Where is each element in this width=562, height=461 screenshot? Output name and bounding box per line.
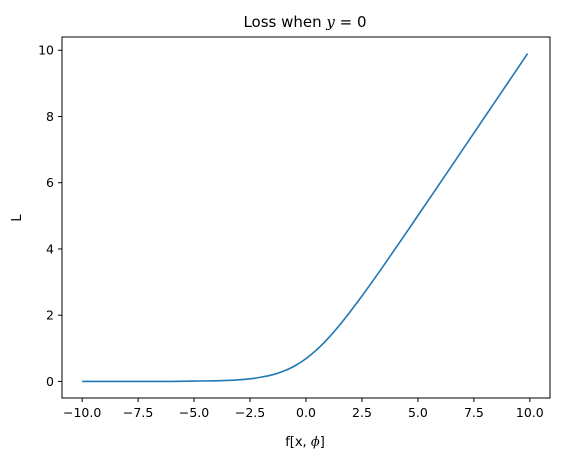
x-tick-label: −7.5 — [123, 405, 153, 420]
series-layer — [82, 53, 529, 383]
x-axis-label: f[x, ϕ] — [285, 435, 325, 450]
chart-title-suffix: = 0 — [335, 13, 367, 31]
x-tick-label: 0.0 — [296, 405, 316, 420]
x-tick-label: 5.0 — [408, 405, 428, 420]
x-tick-label: −2.5 — [235, 405, 265, 420]
x-tick-label: 10.0 — [516, 405, 544, 420]
svg-text:Loss when y = 0: Loss when y = 0 — [243, 13, 366, 31]
y-axis-ticks: 0 2 4 6 8 10 — [38, 43, 62, 389]
plot-area — [61, 36, 551, 399]
chart-title-prefix: Loss when — [243, 13, 326, 31]
x-axis-ticks: −10.0 −7.5 −5.0 −2.5 0.0 2.5 5.0 7.5 10.0 — [63, 398, 544, 420]
x-tick-label: −5.0 — [179, 405, 209, 420]
y-axis-label: L — [10, 214, 25, 222]
y-tick-label: 8 — [46, 109, 54, 124]
y-tick-label: 2 — [46, 308, 54, 323]
y-tick-label: 0 — [46, 374, 54, 389]
chart-title: Loss when y = 0 — [243, 13, 366, 31]
loss-curve-line — [82, 53, 529, 383]
svg-text:f[x, ϕ]: f[x, ϕ] — [285, 435, 325, 450]
x-tick-label: 7.5 — [464, 405, 484, 420]
y-axis-label-text: L — [10, 214, 25, 222]
x-tick-label: −10.0 — [63, 405, 101, 420]
y-tick-label: 6 — [46, 175, 54, 190]
x-axis-label-suffix: ] — [320, 435, 325, 450]
x-axis-label-variable: ϕ — [311, 435, 320, 450]
x-axis-label-prefix: f[x, — [285, 435, 311, 450]
chart-title-variable: y — [325, 13, 335, 31]
y-tick-label: 10 — [38, 43, 54, 58]
x-tick-label: 2.5 — [352, 405, 372, 420]
y-tick-label: 4 — [46, 241, 54, 256]
plot-frame — [61, 36, 551, 399]
